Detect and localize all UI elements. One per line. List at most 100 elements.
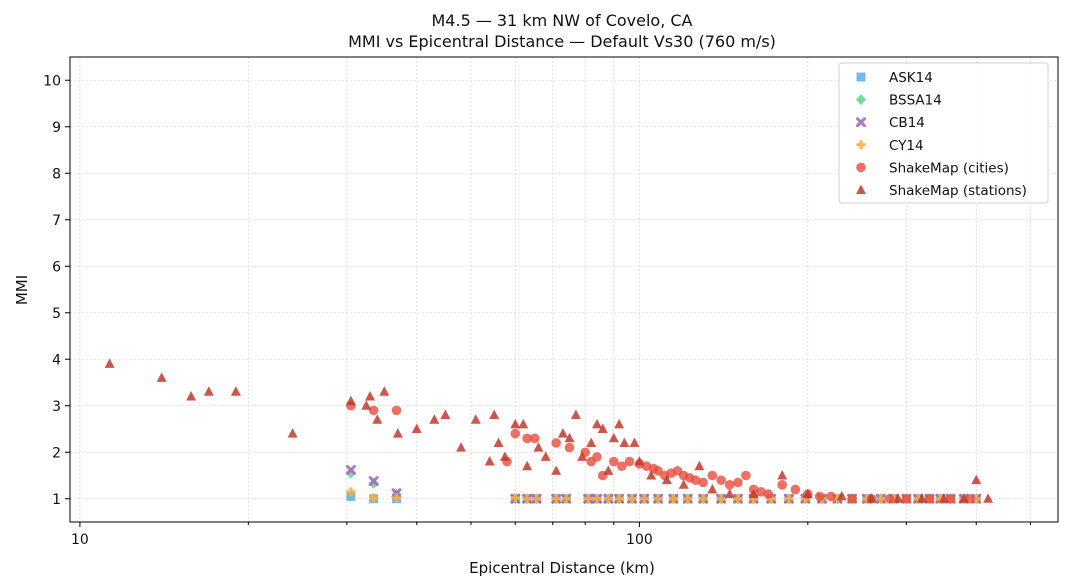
- data-point: [971, 474, 982, 485]
- chart-title: M4.5 — 31 km NW of Covelo, CA: [432, 11, 693, 30]
- data-point: [499, 451, 510, 461]
- series-5: [104, 358, 994, 503]
- data-point: [614, 494, 624, 504]
- data-point: [614, 418, 625, 429]
- data-point: [518, 418, 529, 429]
- data-point: [551, 465, 562, 475]
- data-point: [368, 405, 379, 416]
- data-point: [608, 432, 619, 443]
- data-point: [683, 494, 693, 504]
- data-point: [372, 414, 383, 424]
- data-point: [345, 395, 356, 406]
- data-point: [551, 494, 561, 504]
- data-point: [156, 372, 167, 382]
- legend-marker: [856, 94, 866, 106]
- data-point: [104, 358, 115, 368]
- data-point: [777, 480, 788, 490]
- data-point: [748, 488, 759, 499]
- y-tick-label: 7: [52, 213, 61, 229]
- data-point: [411, 423, 422, 433]
- data-point: [716, 494, 726, 504]
- data-point: [346, 491, 356, 501]
- plot-marks: [104, 358, 994, 505]
- data-point: [392, 493, 402, 503]
- data-point: [586, 437, 597, 447]
- data-point: [597, 423, 608, 433]
- data-point: [777, 470, 788, 480]
- y-tick-label: 5: [52, 306, 61, 322]
- plot-frame: [69, 56, 1059, 523]
- data-point: [522, 433, 532, 444]
- data-point: [592, 494, 602, 504]
- x-axis-label: Epicentral Distance (km): [469, 559, 655, 577]
- data-point: [893, 493, 904, 503]
- data-point: [724, 488, 735, 499]
- data-point: [661, 474, 672, 485]
- data-point: [369, 493, 379, 503]
- data-point: [763, 489, 774, 499]
- data-point: [529, 433, 540, 444]
- y-tick-label: 3: [52, 399, 61, 415]
- data-point: [983, 493, 994, 503]
- data-point: [391, 405, 402, 416]
- data-point: [924, 493, 935, 504]
- data-point: [784, 494, 794, 504]
- legend-marker: [856, 140, 866, 150]
- data-point: [522, 494, 532, 504]
- data-point: [592, 418, 603, 429]
- data-point: [557, 428, 568, 438]
- data-point: [392, 428, 403, 438]
- y-tick-label: 1: [52, 492, 61, 508]
- data-point: [287, 428, 298, 438]
- data-point: [345, 464, 356, 475]
- data-point: [203, 386, 214, 396]
- data-point: [493, 437, 504, 447]
- data-point: [489, 409, 500, 420]
- data-point: [570, 409, 581, 420]
- legend-label: CB14: [889, 115, 925, 131]
- data-point: [646, 470, 657, 480]
- data-point: [790, 484, 801, 495]
- data-point: [603, 465, 614, 475]
- data-point: [756, 486, 766, 497]
- data-point: [958, 493, 969, 503]
- data-point: [603, 494, 613, 504]
- y-tick-label: 4: [52, 352, 61, 368]
- data-point: [698, 477, 708, 488]
- data-point: [724, 480, 735, 490]
- data-point: [847, 493, 857, 504]
- legend-label: ShakeMap (cities): [889, 160, 1009, 176]
- data-point: [836, 490, 847, 501]
- data-point: [698, 494, 708, 504]
- data-point: [346, 487, 356, 497]
- data-point: [802, 488, 813, 499]
- legend-label: ShakeMap (stations): [889, 183, 1027, 199]
- legend-box: [838, 62, 1049, 204]
- data-point: [440, 409, 451, 420]
- legend-label: CY14: [889, 138, 924, 154]
- data-point: [484, 456, 495, 466]
- data-point: [230, 386, 241, 396]
- data-point: [629, 437, 640, 447]
- data-point: [884, 493, 895, 504]
- x-tick-label: 10: [71, 532, 89, 548]
- data-point: [510, 428, 521, 439]
- data-point: [365, 390, 376, 401]
- series-4: [346, 400, 975, 504]
- data-point: [456, 442, 467, 452]
- data-point: [901, 493, 912, 504]
- data-point: [609, 456, 619, 467]
- data-point: [429, 414, 440, 424]
- data-point: [616, 461, 627, 472]
- axis-ticks: 1 2 3 4 5 6 7 8 9 10 10 100: [43, 73, 1031, 548]
- data-point: [866, 493, 877, 503]
- data-point: [917, 493, 928, 503]
- data-point: [653, 466, 663, 476]
- data-point: [938, 493, 949, 503]
- data-point: [690, 475, 701, 485]
- x-tick-label: 100: [626, 532, 653, 548]
- data-point: [540, 451, 551, 461]
- grid: [70, 57, 1058, 522]
- data-point: [733, 477, 743, 488]
